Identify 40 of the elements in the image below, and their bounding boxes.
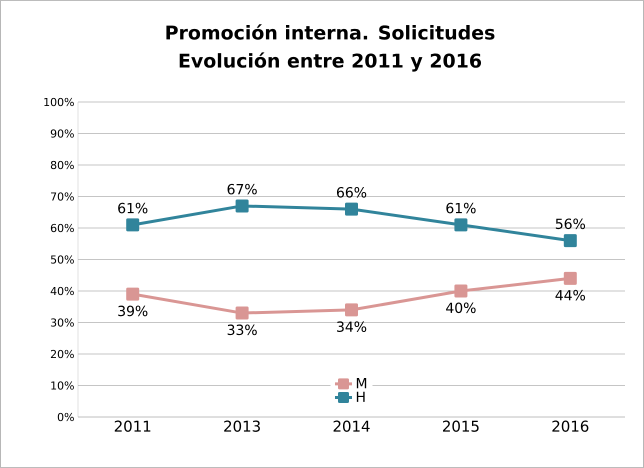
x-tick-label: 2014 xyxy=(334,420,370,432)
y-tick-label: 100% xyxy=(44,98,74,106)
y-tick-label: 90% xyxy=(50,129,74,138)
y-tick-label: 30% xyxy=(50,318,74,327)
y-tick-label: 80% xyxy=(50,160,74,170)
y-tick-label: 0% xyxy=(58,412,74,422)
y-tick-label: 10% xyxy=(51,381,74,390)
point xyxy=(236,306,249,320)
data-label: 44% xyxy=(555,290,586,300)
point xyxy=(564,272,577,285)
legend-label: H xyxy=(356,392,365,402)
point xyxy=(126,288,140,301)
y-tick-label: 60% xyxy=(50,224,74,232)
x-tick-label: 2013 xyxy=(224,420,260,432)
data-label: 33% xyxy=(228,324,257,336)
chart-subtitle: Evolución entre 2011 y 2016 xyxy=(180,52,482,72)
data-label: 61% xyxy=(446,202,476,214)
data-label: 67% xyxy=(228,184,257,194)
data-label: 34% xyxy=(337,321,366,332)
point xyxy=(454,284,468,298)
data-label: 39% xyxy=(118,306,148,316)
x-tick-label: 2015 xyxy=(442,420,479,432)
x-tick-label: 2011 xyxy=(114,420,150,432)
point xyxy=(564,234,577,248)
data-label: 40% xyxy=(446,302,476,314)
point xyxy=(345,202,358,216)
x-tick-label: 2016 xyxy=(552,420,588,432)
point xyxy=(454,218,468,232)
y-tick-label: 50% xyxy=(50,255,74,264)
legend-label: M xyxy=(356,378,366,388)
y-tick-label: 40% xyxy=(50,286,74,296)
data-label: 66% xyxy=(336,187,366,198)
point xyxy=(345,303,358,316)
point xyxy=(126,218,140,232)
data-label: 56% xyxy=(556,218,586,230)
y-tick-label: 70% xyxy=(51,192,74,201)
data-label: 61% xyxy=(118,202,148,214)
y-tick-label: 20% xyxy=(50,350,74,358)
chart-title: Promoción interna. Solicitudes xyxy=(166,24,494,40)
point xyxy=(236,199,249,212)
